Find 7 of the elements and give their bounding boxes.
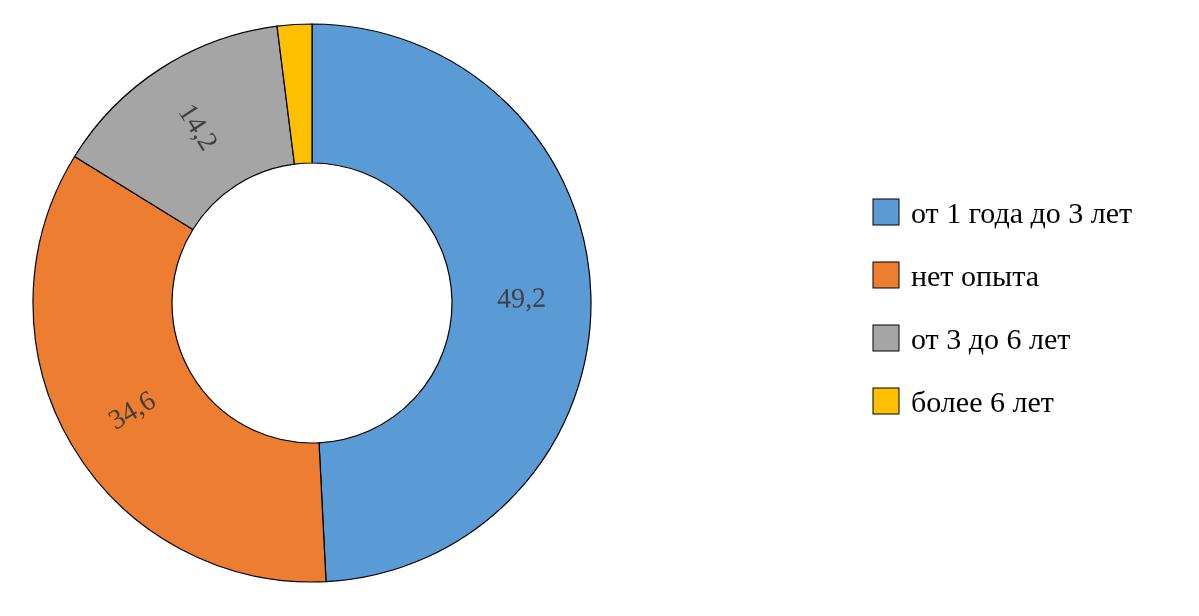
legend-label: более 6 лет bbox=[911, 384, 1054, 418]
legend-label: от 1 года до 3 лет bbox=[911, 195, 1133, 229]
legend-label: нет опыта bbox=[911, 258, 1039, 292]
data-label: 49,2 bbox=[496, 281, 547, 314]
data-label: 14,2 bbox=[172, 97, 225, 156]
data-label: 34,6 bbox=[102, 383, 161, 436]
legend-label: от 3 до 6 лет bbox=[911, 321, 1071, 355]
